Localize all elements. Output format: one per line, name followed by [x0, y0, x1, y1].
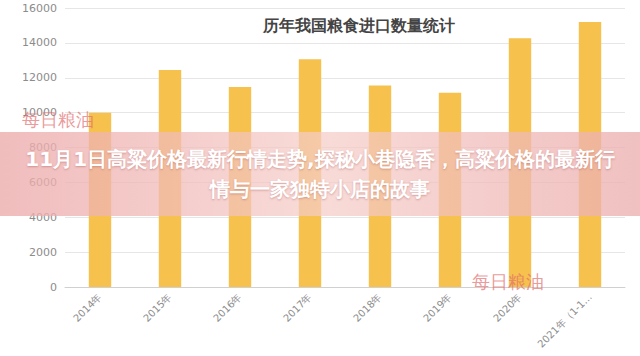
svg-text:2020年: 2020年 — [491, 291, 524, 324]
svg-text:14000: 14000 — [22, 36, 57, 49]
svg-text:历年我国粮食进口数量统计: 历年我国粮食进口数量统计 — [262, 16, 455, 35]
html-text:11月1日高粱价格最新行情走势,探秘小巷隐香，高粱价格的最新: 11月1日高粱价格最新行情走势,探秘小巷隐香，高粱价格的最新行情与一家独特小店的… — [25, 147, 615, 201]
svg-text:2016年: 2016年 — [211, 291, 244, 324]
html-text:每日粮油: 每日粮油 — [472, 271, 544, 292]
svg-text:12000: 12000 — [22, 71, 57, 84]
svg-text:2000: 2000 — [29, 246, 57, 259]
html-text:每日粮油: 每日粮油 — [22, 109, 94, 130]
svg-text:4000: 4000 — [29, 210, 57, 224]
svg-text:0: 0 — [50, 281, 57, 294]
svg-text:16000: 16000 — [22, 2, 57, 15]
svg-text:2018年: 2018年 — [351, 291, 384, 324]
svg-text:2015年: 2015年 — [141, 291, 174, 324]
svg-text:2017年: 2017年 — [281, 291, 314, 324]
svg-text:2014年: 2014年 — [71, 291, 104, 324]
svg-text:2019年: 2019年 — [421, 291, 454, 324]
svg-text:2021年（1-1…: 2021年（1-1… — [535, 291, 593, 349]
